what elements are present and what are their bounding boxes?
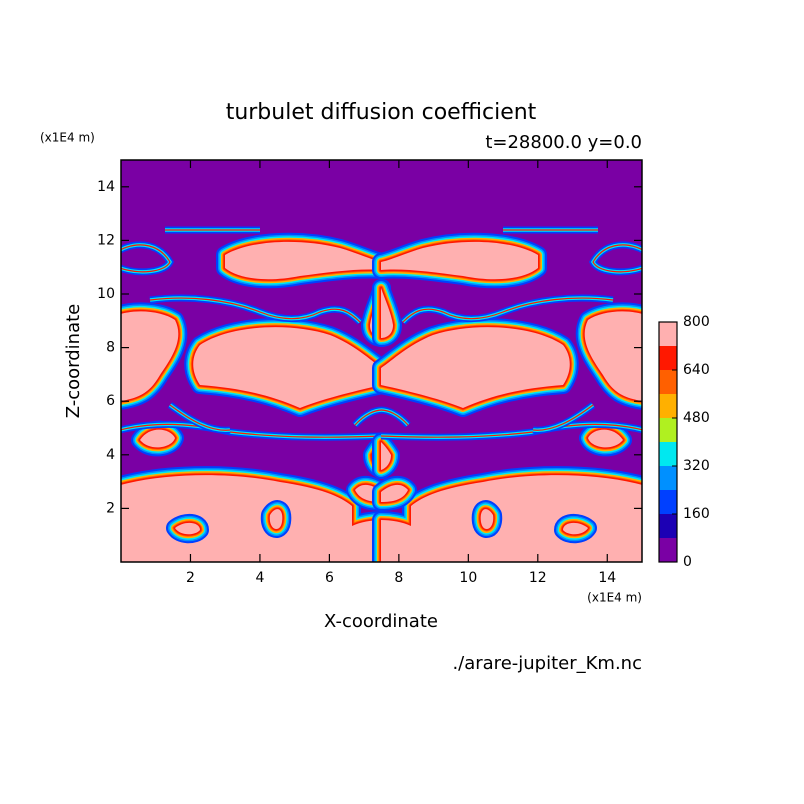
x-tick-label: 12	[529, 570, 547, 586]
colorbar-band	[659, 394, 677, 418]
contour-fill	[381, 442, 391, 470]
colorbar-band	[659, 322, 677, 346]
colorbar-tick-label: 640	[683, 362, 710, 378]
contour-fill	[269, 509, 283, 530]
contour-line	[121, 244, 171, 273]
colorbar-tick-label: 800	[683, 314, 710, 330]
colorbar-band	[659, 370, 677, 394]
contour-fill	[480, 509, 494, 530]
colorbar-band	[659, 514, 677, 538]
x-tick-label: 10	[459, 570, 477, 586]
contour-fill	[381, 484, 408, 502]
y-unit: (x1E4 m)	[40, 131, 95, 145]
y-tick-label: 10	[97, 286, 115, 302]
contour-line	[149, 297, 361, 323]
contour-field	[121, 160, 642, 562]
contour-line	[592, 244, 642, 273]
contour-fill	[225, 241, 382, 280]
contour-line	[354, 409, 383, 426]
colorbar-band	[659, 538, 677, 562]
contour-fill	[175, 522, 200, 535]
x-tick-label: 4	[255, 570, 264, 586]
x-unit: (x1E4 m)	[587, 591, 642, 605]
contour-fill	[381, 327, 570, 408]
contour-fill	[588, 429, 623, 448]
contour-fill	[140, 429, 175, 448]
colorbar-tick-label: 480	[683, 410, 710, 426]
y-axis-label: Z-coordinate	[63, 304, 84, 419]
x-tick-label: 14	[598, 570, 616, 586]
colorbar-tick-label: 160	[683, 506, 710, 522]
colorbar-band	[659, 490, 677, 514]
contour-fill	[193, 327, 382, 408]
colorbar-tick-label: 320	[683, 458, 710, 474]
chart-subtitle: t=28800.0 y=0.0	[485, 132, 642, 153]
colorbar-frame	[658, 321, 678, 563]
contour-fill	[563, 522, 588, 535]
y-tick-label: 4	[106, 447, 115, 463]
x-tick-label: 2	[186, 570, 195, 586]
colorbar-band	[659, 466, 677, 490]
x-tick-label: 6	[325, 570, 334, 586]
colorbar-band	[659, 442, 677, 466]
plot-frame	[120, 159, 643, 563]
colorbar-band	[659, 346, 677, 370]
colorbar-band	[659, 418, 677, 442]
x-tick-label: 8	[394, 570, 403, 586]
x-axis-label: X-coordinate	[324, 611, 438, 632]
contour-fill	[381, 288, 393, 338]
y-tick-label: 14	[97, 179, 115, 195]
contour-line	[402, 297, 614, 323]
y-tick-label: 8	[106, 340, 115, 356]
axes: 2 4 6 8 10 12 14 2 4 6 8 10 12 14	[97, 160, 642, 586]
chart-title: turbulet diffusion coefficient	[226, 100, 537, 125]
contour-fill	[584, 311, 642, 401]
colorbar-tick-label: 0	[683, 554, 692, 570]
contour-fill	[121, 311, 179, 401]
field-right	[372, 226, 642, 562]
y-tick-label: 12	[97, 232, 115, 248]
source-file: ./arare-jupiter_Km.nc	[452, 653, 642, 674]
contour-fill	[381, 241, 538, 280]
y-tick-label: 6	[106, 393, 115, 409]
contour-line	[532, 404, 594, 431]
contour-line	[169, 404, 231, 431]
contour-line	[380, 409, 409, 426]
y-tick-label: 2	[106, 500, 115, 516]
